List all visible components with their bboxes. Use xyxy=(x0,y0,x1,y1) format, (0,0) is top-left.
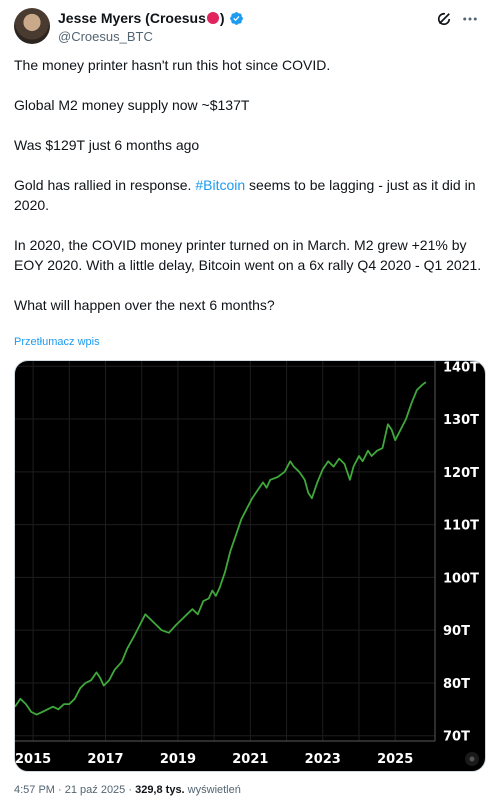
author-name-suffix: ) xyxy=(219,10,225,26)
y-tick-label: 100T xyxy=(443,571,479,586)
tweet-text-segment: Gold has rallied in response. xyxy=(14,177,196,193)
y-tick-label: 110T xyxy=(443,519,479,534)
verified-badge-icon xyxy=(229,11,243,25)
y-tick-label: 90T xyxy=(443,624,470,639)
x-tick-label: 2017 xyxy=(87,752,123,767)
more-options-icon[interactable] xyxy=(461,10,479,28)
x-tick-label: 2015 xyxy=(15,752,51,767)
tweet-line: Gold has rallied in response. #Bitcoin s… xyxy=(14,175,484,215)
tweet-header: Jesse Myers (Croesus ) @Croesus_BTC xyxy=(14,8,479,48)
timestamp[interactable]: 4:57 PM · 21 paź 2025 · xyxy=(14,784,136,796)
author-name[interactable]: Jesse Myers (Croesus ) xyxy=(58,10,244,26)
m2-line-chart: 2015 2017 2019 2021 2023 2025 70T 80T 90T 100T 11… xyxy=(15,361,479,767)
tweet-text-segment: seems to be lagging - just as it did in … xyxy=(14,177,476,213)
tweet-line: In 2020, the COVID money printer turned … xyxy=(14,237,482,273)
m2-series-line xyxy=(15,381,427,716)
x-tick-label: 2023 xyxy=(305,752,341,767)
x-tick-label: 2021 xyxy=(232,752,268,767)
grok-icon[interactable] xyxy=(435,10,453,28)
y-axis-ticks: 70T 80T 90T 100T 110T 120T 130T 140T xyxy=(443,361,479,745)
x-axis-ticks: 2015 2017 2019 2021 2023 2025 xyxy=(15,752,413,767)
x-tick-label: 2025 xyxy=(377,752,413,767)
bitcoin-hashtag-link[interactable]: #Bitcoin xyxy=(195,177,246,193)
tweet-line: Global M2 money supply now ~$137T xyxy=(14,97,250,113)
tweet-line: The money printer hasn't run this hot si… xyxy=(14,57,331,73)
x-tick-label: 2019 xyxy=(160,752,196,767)
author-name-text[interactable]: Jesse Myers (Croesus xyxy=(58,10,206,26)
chart-grid xyxy=(15,361,436,742)
y-tick-label: 70T xyxy=(443,730,470,745)
y-tick-label: 130T xyxy=(443,413,479,428)
red-circle-emoji-icon xyxy=(206,12,219,24)
view-count: 329,8 tys. xyxy=(135,784,185,796)
views-label: wyświetleń xyxy=(184,784,241,796)
alt-text-icon[interactable] xyxy=(465,752,479,766)
chart-series xyxy=(15,381,427,716)
m2-chart-image[interactable]: 2015 2017 2019 2021 2023 2025 70T 80T 90T 100T 11… xyxy=(14,360,486,772)
tweet-footer: 4:57 PM · 21 paź 2025 · 329,8 tys. wyświ… xyxy=(14,784,241,796)
y-tick-label: 120T xyxy=(443,466,479,481)
avatar[interactable] xyxy=(14,8,50,44)
translate-post-link[interactable]: Przetłumacz wpis xyxy=(14,336,100,348)
tweet-line: Was $129T just 6 months ago xyxy=(14,137,200,153)
y-tick-label: 80T xyxy=(443,677,470,692)
y-tick-label: 140T xyxy=(443,361,479,375)
tweet-text: The money printer hasn't run this hot si… xyxy=(14,55,484,315)
author-handle[interactable]: @Croesus_BTC xyxy=(58,29,153,44)
tweet-line: What will happen over the next 6 months? xyxy=(14,297,275,313)
